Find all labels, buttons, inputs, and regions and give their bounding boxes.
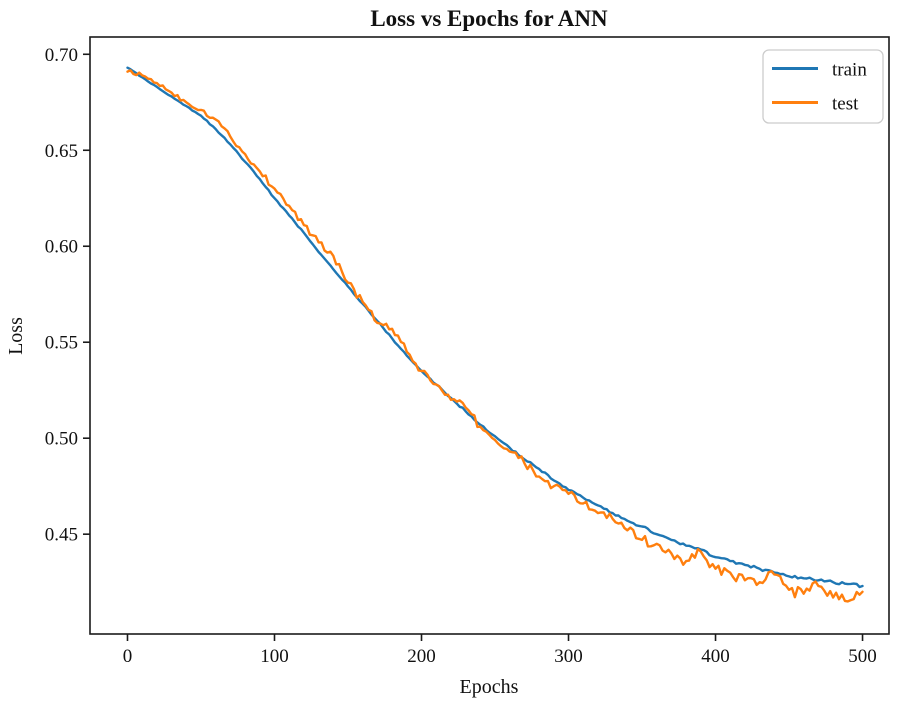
legend-test-label: test (832, 94, 859, 115)
x-tick-label: 100 (260, 646, 289, 667)
y-axis: 0.45 0.50 0.55 0.60 0.65 0.70 (45, 45, 90, 546)
x-tick-label: 400 (701, 646, 730, 667)
chart-title: Loss vs Epochs for ANN (370, 6, 608, 31)
y-tick-label: 0.55 (45, 333, 78, 354)
y-axis-label: Loss (5, 317, 27, 355)
legend-train-label: train (832, 60, 867, 81)
x-tick-label: 200 (407, 646, 436, 667)
legend: train test (762, 49, 884, 124)
plot-area (89, 36, 890, 635)
y-tick-label: 0.60 (45, 237, 78, 258)
x-axis-label: Epochs (460, 676, 519, 698)
y-tick-label: 0.45 (45, 525, 78, 546)
y-tick-label: 0.70 (45, 45, 78, 66)
test-line (126, 69, 864, 603)
x-tick-label: 300 (554, 646, 583, 667)
y-tick-label: 0.65 (45, 141, 78, 162)
x-tick-label: 500 (848, 646, 877, 667)
train-line (126, 66, 864, 589)
x-tick-label: 0 (123, 646, 133, 667)
y-tick-label: 0.50 (45, 429, 78, 450)
plot-lines (126, 66, 864, 603)
x-axis: 0 100 200 300 400 500 (123, 634, 877, 667)
